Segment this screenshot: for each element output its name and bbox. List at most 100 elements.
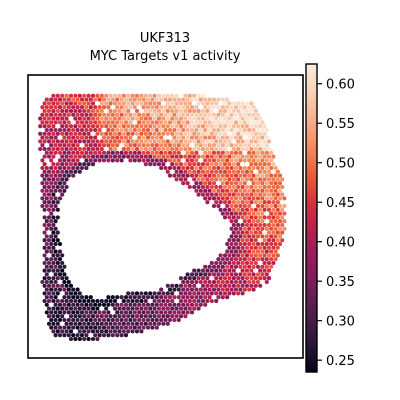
spot — [260, 150, 265, 155]
spot — [130, 116, 135, 121]
spot — [53, 317, 58, 323]
spot — [207, 143, 212, 148]
spot — [73, 108, 78, 114]
spot — [176, 158, 181, 163]
spot — [93, 302, 98, 307]
spot — [178, 298, 184, 304]
spot — [73, 298, 78, 304]
spot — [172, 287, 177, 292]
spot — [207, 287, 212, 292]
spot — [203, 158, 208, 163]
spot — [200, 124, 206, 129]
spot — [227, 245, 232, 250]
spot — [167, 105, 173, 110]
spot — [178, 131, 184, 136]
spot — [88, 310, 93, 315]
spot — [229, 150, 234, 155]
spot — [71, 97, 76, 102]
spot — [115, 97, 120, 102]
spot — [196, 108, 201, 114]
spot — [137, 120, 142, 125]
spot — [115, 310, 120, 315]
spot — [68, 336, 74, 342]
spot — [75, 120, 80, 125]
spot — [55, 276, 60, 281]
spot — [84, 127, 89, 133]
spot — [44, 203, 49, 209]
spot — [192, 291, 197, 296]
spot — [38, 124, 43, 129]
spot — [90, 154, 96, 159]
spot — [46, 314, 52, 319]
spot — [152, 146, 157, 152]
spot — [143, 93, 148, 98]
spot — [238, 173, 243, 178]
spot — [205, 154, 210, 159]
spot — [159, 97, 164, 102]
spot — [214, 139, 219, 144]
spot — [214, 276, 219, 281]
spot — [247, 257, 252, 262]
spot — [134, 131, 140, 136]
spot — [229, 249, 234, 254]
spot — [209, 162, 214, 167]
spot — [49, 143, 54, 148]
spot — [106, 150, 111, 155]
spot — [255, 150, 261, 155]
spot — [97, 150, 102, 155]
spot — [269, 264, 274, 269]
spot — [273, 165, 278, 171]
spot — [258, 245, 263, 250]
spot — [264, 241, 269, 247]
spot — [225, 188, 230, 193]
spot — [152, 139, 157, 144]
spot — [275, 253, 280, 258]
spot — [143, 139, 148, 144]
spot — [141, 135, 146, 140]
spot — [238, 165, 243, 171]
spot — [229, 165, 234, 171]
spot — [192, 124, 197, 129]
spot — [198, 165, 203, 171]
spot — [262, 146, 267, 152]
spot — [233, 219, 239, 224]
spot — [273, 234, 278, 239]
spot — [46, 298, 52, 304]
spot — [249, 192, 254, 197]
spot — [53, 325, 58, 330]
spot — [68, 93, 74, 98]
spot — [200, 184, 206, 190]
spot — [163, 317, 168, 323]
spot — [275, 169, 280, 174]
spot — [222, 192, 228, 197]
spot — [99, 329, 104, 334]
spot — [95, 124, 100, 129]
spot — [154, 317, 159, 323]
spot — [148, 131, 153, 136]
spot — [163, 112, 168, 117]
spot — [167, 127, 173, 133]
spot — [249, 215, 254, 220]
spot — [150, 112, 155, 117]
spot — [260, 272, 265, 277]
spot — [117, 321, 122, 326]
spot — [66, 143, 71, 148]
spot — [51, 253, 56, 258]
spot — [211, 127, 217, 133]
spot — [154, 310, 159, 315]
spot — [62, 120, 67, 125]
spot — [82, 116, 87, 121]
spot — [277, 219, 283, 224]
spot — [110, 325, 115, 330]
spot — [141, 317, 146, 323]
spot — [143, 298, 148, 304]
spot — [198, 188, 203, 193]
spot — [170, 131, 175, 136]
spot — [233, 241, 239, 247]
spot — [75, 295, 80, 300]
spot — [229, 120, 234, 125]
spot — [121, 108, 126, 114]
spot — [244, 245, 250, 250]
spot — [244, 200, 250, 205]
spot — [79, 112, 85, 117]
